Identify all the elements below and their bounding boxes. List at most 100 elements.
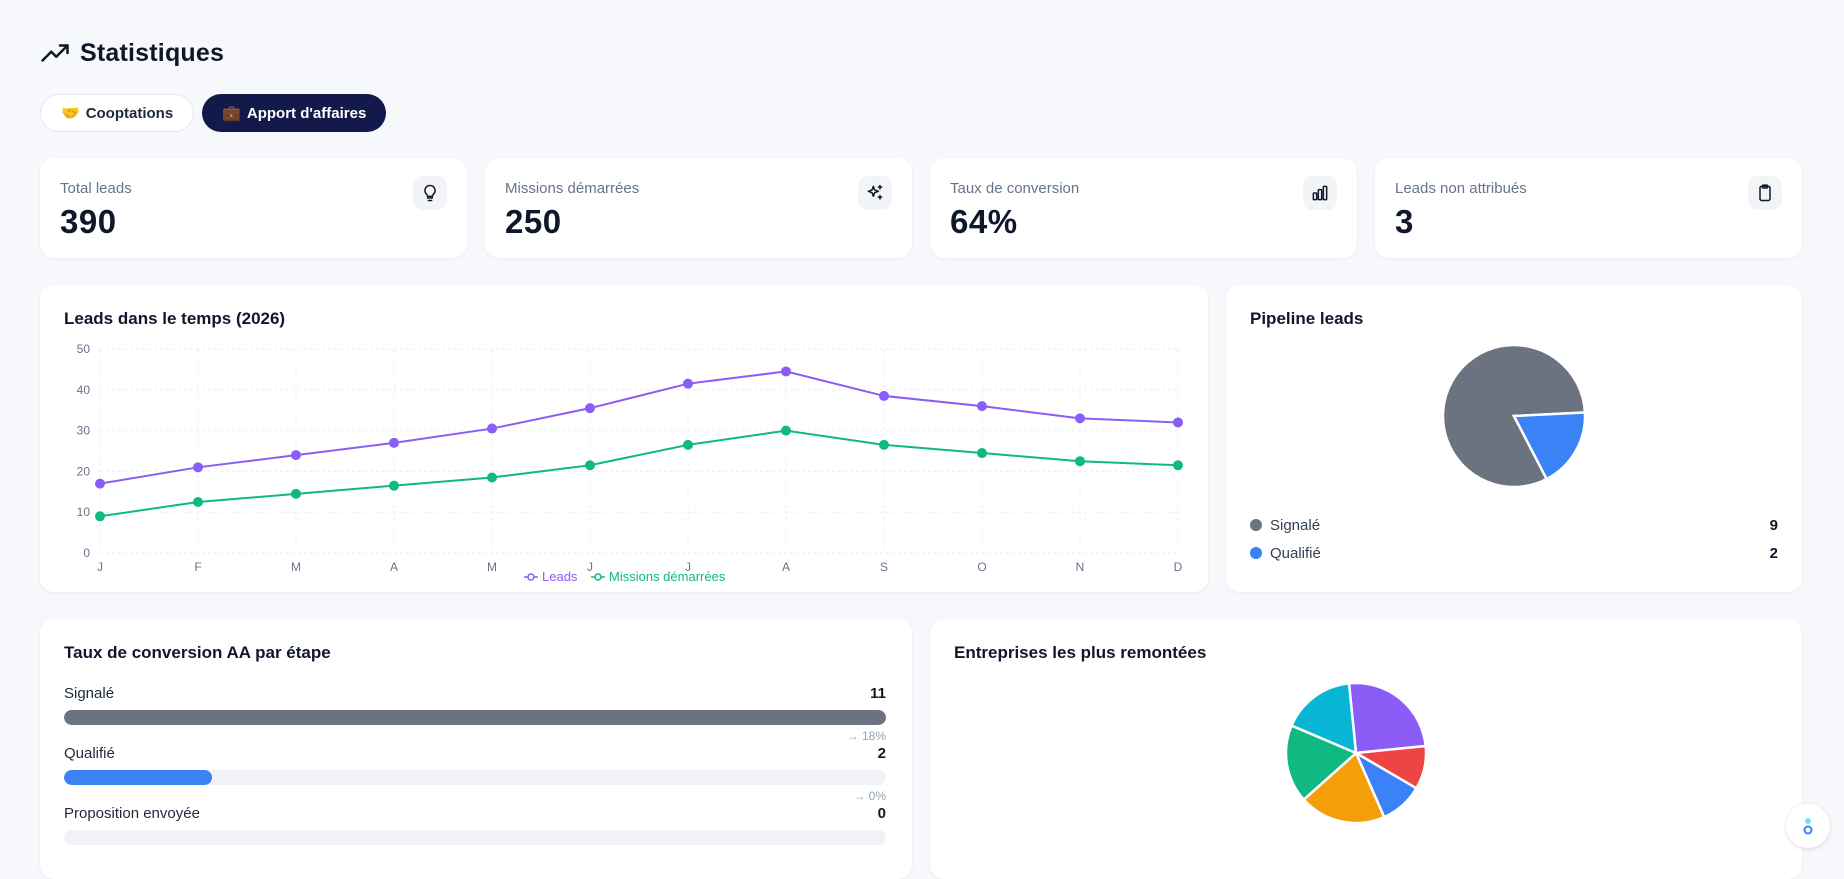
briefcase-icon: 💼	[222, 105, 241, 122]
data-point	[1075, 413, 1085, 424]
stat-label: Leads non attribués	[1395, 180, 1527, 197]
legend-label: Qualifié	[1270, 544, 1321, 562]
card-title: Leads dans le temps (2026)	[64, 309, 286, 328]
data-point	[781, 366, 791, 377]
card-title: Pipeline leads	[1250, 309, 1364, 328]
pie-slice	[1284, 723, 1359, 802]
data-point	[193, 462, 203, 473]
data-point	[585, 460, 595, 471]
lightbulb-icon	[413, 176, 447, 210]
data-point	[291, 450, 301, 461]
x-tick-label: J	[587, 560, 593, 574]
stage-rate: → 18%	[846, 729, 886, 743]
stat-label: Missions démarrées	[505, 180, 640, 197]
pipeline-pie-chart	[1441, 343, 1587, 489]
data-point	[389, 437, 399, 448]
conversion-rate-card: Taux de conversion AA par étape Signalé …	[40, 619, 912, 879]
legend-item-qualifie: Qualifié 2	[1250, 542, 1778, 564]
y-tick-label: 40	[77, 383, 91, 397]
data-point	[291, 488, 301, 499]
data-point	[95, 511, 105, 522]
bar-chart-icon	[1303, 176, 1337, 210]
pie-slice	[1301, 750, 1386, 825]
x-tick-label: M	[487, 560, 497, 574]
trending-up-icon	[41, 44, 69, 62]
stat-card-missions: Missions démarrées 250	[485, 158, 912, 258]
stat-value: 3	[1395, 203, 1414, 240]
stage-bar-fill	[64, 770, 212, 785]
stage-rate: → 0%	[853, 789, 886, 803]
stage-bar-track	[64, 830, 886, 845]
stats-row: Total leads 390 Missions démarrées 250 T…	[40, 158, 1802, 258]
legend-label: Missions démarrées	[609, 569, 726, 584]
data-point	[977, 401, 987, 412]
data-point	[389, 480, 399, 491]
pie-slice	[1289, 681, 1358, 755]
pie-slice	[1347, 681, 1428, 755]
stage-bar-track	[64, 710, 886, 725]
x-tick-label: A	[390, 560, 398, 574]
stat-card-unassigned: Leads non attribués 3	[1375, 158, 1802, 258]
help-widget-button[interactable]	[1786, 804, 1830, 848]
y-tick-label: 50	[77, 342, 91, 356]
stat-card-conversion: Taux de conversion 64%	[930, 158, 1357, 258]
chat-bubble-icon	[1803, 818, 1813, 835]
x-tick-label: F	[194, 560, 201, 574]
series-line	[99, 370, 1179, 485]
pie-slice	[1511, 411, 1587, 481]
stat-value: 390	[60, 203, 117, 240]
legend-value: 2	[1769, 544, 1778, 562]
sparkles-icon	[858, 176, 892, 210]
tab-bar: 🤝 Cooptations 💼 Apport d'affaires	[40, 94, 387, 132]
data-point	[781, 425, 791, 436]
stage-value: 0	[877, 805, 886, 822]
stat-value: 64%	[950, 203, 1018, 240]
handshake-icon: 🤝	[61, 105, 80, 122]
page-title: Statistiques	[80, 38, 225, 67]
data-point	[879, 439, 889, 450]
stage-value: 2	[877, 745, 886, 762]
data-point	[977, 448, 987, 459]
x-tick-label: J	[685, 560, 691, 574]
x-tick-label: M	[291, 560, 301, 574]
data-point	[585, 403, 595, 414]
leads-line-chart: 0 10 20 30 40 50 J F M A M J J A S O N D Leads Missions dém…	[77, 342, 1183, 584]
y-tick-label: 0	[83, 546, 90, 560]
data-point	[487, 423, 497, 434]
card-title: Taux de conversion AA par étape	[64, 643, 331, 662]
data-point	[193, 497, 203, 507]
stage-label: Proposition envoyée	[64, 805, 200, 822]
page-header: Statistiques	[40, 36, 224, 70]
stage-bar-track	[64, 770, 886, 785]
stat-value: 250	[505, 203, 562, 240]
stage-label: Qualifié	[64, 745, 115, 762]
stage-signale: Signalé 11 → 18%	[64, 685, 886, 743]
series-line	[99, 429, 1179, 518]
tab-label: Cooptations	[85, 104, 174, 122]
stat-label: Total leads	[60, 180, 132, 197]
data-point	[95, 478, 105, 489]
x-tick-label: J	[97, 560, 103, 574]
legend-value: 9	[1769, 516, 1778, 534]
legend-item-signale: Signalé 9	[1250, 514, 1778, 536]
tab-label: Apport d'affaires	[246, 104, 367, 122]
y-tick-label: 10	[77, 505, 91, 519]
stage-label: Signalé	[64, 685, 115, 702]
statistics-page: Statistiques 🤝 Cooptations 💼 Apport d'af…	[40, 0, 1802, 879]
clipboard-icon	[1748, 176, 1782, 210]
stat-label: Taux de conversion	[950, 180, 1080, 197]
data-point	[487, 472, 497, 483]
data-point	[683, 378, 693, 389]
stage-qualifie: Qualifié 2 → 0%	[64, 745, 886, 803]
tab-cooptations[interactable]: 🤝 Cooptations	[40, 94, 195, 132]
data-point	[1173, 460, 1183, 471]
y-tick-label: 20	[77, 464, 91, 478]
stage-bar-fill	[64, 710, 886, 725]
tab-apport-affaires[interactable]: 💼 Apport d'affaires	[202, 94, 387, 132]
legend-label: Leads	[542, 569, 578, 584]
companies-pie-chart	[1284, 681, 1428, 825]
stage-proposition-envoyee: Proposition envoyée 0	[64, 805, 886, 845]
stage-value: 11	[870, 685, 886, 702]
legend-marker	[527, 573, 535, 581]
x-tick-label: D	[1174, 560, 1183, 574]
